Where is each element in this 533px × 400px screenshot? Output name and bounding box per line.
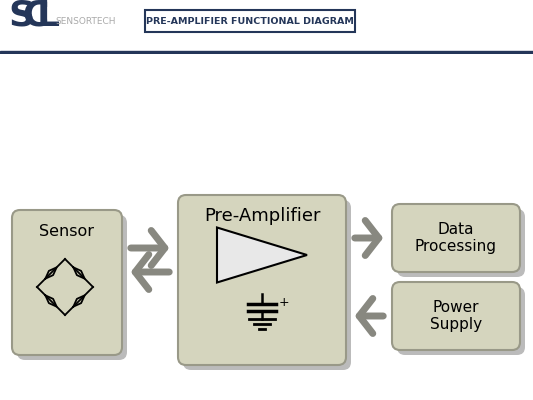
Text: with a stable and low noise reference voltage.: with a stable and low noise reference vo… (12, 90, 253, 100)
FancyBboxPatch shape (17, 215, 127, 360)
FancyBboxPatch shape (12, 210, 122, 355)
Text: processing device.: processing device. (12, 124, 109, 134)
FancyBboxPatch shape (178, 195, 346, 365)
FancyBboxPatch shape (392, 282, 520, 350)
FancyBboxPatch shape (397, 287, 525, 355)
Text: +: + (279, 296, 289, 310)
FancyBboxPatch shape (397, 209, 525, 277)
Text: L: L (37, 0, 60, 33)
Text: The sensed and amplified signal bridge output signal is wired to a data: The sensed and amplified signal bridge o… (12, 108, 384, 118)
FancyBboxPatch shape (183, 200, 351, 370)
Bar (0, 51, 533, 54)
Text: C: C (22, 0, 49, 33)
Text: SCL Sensortech pre-amplifier supplies a Wheatstone bridge on an arbitrary sensor: SCL Sensortech pre-amplifier supplies a … (12, 74, 443, 84)
Polygon shape (217, 228, 307, 282)
Text: Sensor: Sensor (39, 224, 94, 239)
Text: Data
Processing: Data Processing (415, 222, 497, 254)
Text: Pre-Amplifier: Pre-Amplifier (204, 207, 320, 225)
FancyBboxPatch shape (392, 204, 520, 272)
Text: S: S (8, 0, 34, 33)
FancyBboxPatch shape (145, 10, 355, 32)
Text: Power
Supply: Power Supply (430, 300, 482, 332)
Text: SENSORTECH: SENSORTECH (55, 18, 116, 26)
Text: PRE-AMPLIFIER FUNCTIONAL DIAGRAM: PRE-AMPLIFIER FUNCTIONAL DIAGRAM (146, 16, 354, 26)
